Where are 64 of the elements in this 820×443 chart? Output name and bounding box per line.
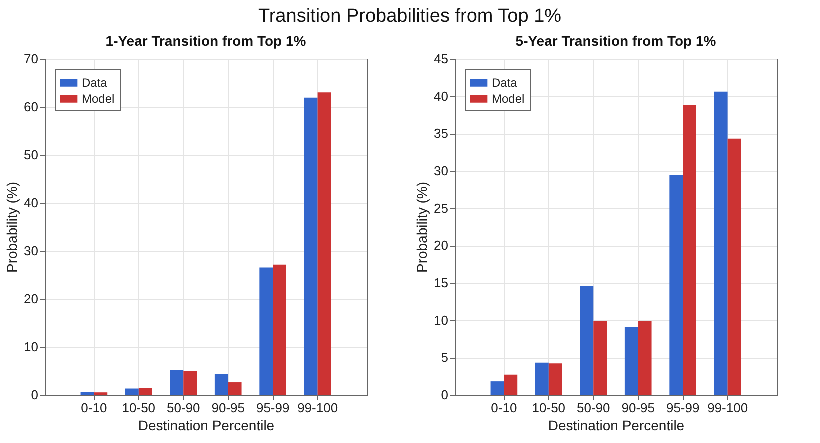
x-tick-label: 0-10 xyxy=(491,400,518,416)
x-tick-label: 95-99 xyxy=(256,400,290,416)
bar xyxy=(638,321,652,395)
bar xyxy=(683,105,696,395)
y-tick-label: 0 xyxy=(441,388,448,402)
bar xyxy=(273,264,286,395)
bar xyxy=(214,374,228,395)
x-tick-label: 99-100 xyxy=(708,400,748,416)
x-tick-label: 50-90 xyxy=(577,400,610,416)
x-tick-label: 99-100 xyxy=(298,400,338,416)
bar xyxy=(138,388,152,395)
y-axis-title: Probability (%) xyxy=(4,182,20,274)
x-axis-title: Destination Percentile xyxy=(548,418,685,434)
y-tick-label: 5 xyxy=(441,350,448,366)
bar xyxy=(228,382,242,395)
x-tick-label: 50-90 xyxy=(167,400,200,416)
x-tick-label: 10-50 xyxy=(122,400,156,416)
chart-title: 1-Year Transition from Top 1% xyxy=(106,33,307,49)
y-tick-label: 40 xyxy=(24,196,38,210)
y-axis-title: Probability (%) xyxy=(414,182,430,274)
y-tick-label: 50 xyxy=(24,148,38,162)
y-tick-label: 20 xyxy=(24,292,38,306)
y-tick-label: 45 xyxy=(434,52,448,66)
legend-label: Model xyxy=(82,92,115,106)
bar xyxy=(80,392,94,395)
y-tick-label: 25 xyxy=(434,200,448,216)
legend-label: Data xyxy=(492,76,518,90)
bar xyxy=(304,98,318,395)
y-tick-label: 30 xyxy=(434,164,448,178)
y-tick-label: 35 xyxy=(434,126,448,142)
bar xyxy=(126,388,139,395)
bar xyxy=(670,175,684,395)
y-tick-label: 10 xyxy=(24,340,38,354)
bar xyxy=(624,327,638,395)
bar xyxy=(504,374,518,395)
bar xyxy=(170,370,184,395)
bar xyxy=(260,268,274,395)
x-tick-label: 95-99 xyxy=(666,400,700,416)
x-tick-label: 0-10 xyxy=(81,400,108,416)
x-tick-label: 90-95 xyxy=(212,400,245,416)
chart-title: 5-Year Transition from Top 1% xyxy=(516,33,717,49)
bar xyxy=(714,92,728,395)
y-tick-label: 10 xyxy=(434,312,448,328)
bar xyxy=(318,92,332,395)
y-tick-label: 40 xyxy=(434,88,448,104)
x-axis-title: Destination Percentile xyxy=(138,418,275,434)
bar xyxy=(548,364,562,395)
bar xyxy=(490,382,504,395)
y-tick-label: 15 xyxy=(434,276,448,290)
y-tick-label: 70 xyxy=(24,52,38,66)
bar xyxy=(184,371,198,395)
y-tick-label: 20 xyxy=(434,238,448,254)
y-tick-label: 60 xyxy=(24,100,38,114)
bar xyxy=(594,321,608,395)
bar xyxy=(580,286,594,395)
bar xyxy=(728,138,742,395)
x-tick-label: 10-50 xyxy=(532,400,566,416)
y-tick-label: 30 xyxy=(24,244,38,258)
legend-label: Data xyxy=(82,76,108,90)
text: Transition Probabilities from Top 1% xyxy=(257,5,563,29)
y-tick-label: 0 xyxy=(31,388,38,402)
bar xyxy=(536,362,549,395)
legend-label: Model xyxy=(492,92,525,106)
x-tick-label: 90-95 xyxy=(622,400,655,416)
